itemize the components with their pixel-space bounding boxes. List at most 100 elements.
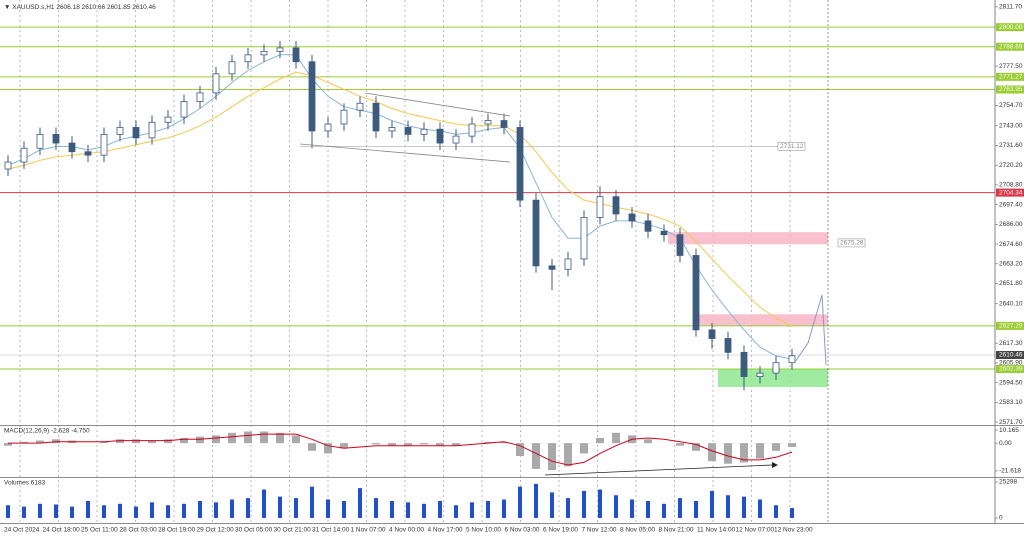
macd-bar: [196, 436, 204, 444]
macd-bar: [500, 441, 508, 444]
candle-body: [772, 362, 780, 374]
candle-body: [484, 120, 492, 125]
y-tick-label: 2594.50: [999, 379, 1023, 386]
level-label: 2627.29: [999, 323, 1023, 330]
level-tag: [996, 42, 1024, 51]
price-tag: [777, 142, 806, 151]
candle-body: [452, 135, 460, 144]
macd-bar: [404, 443, 412, 446]
macd-bar: [372, 443, 380, 445]
candle-body: [4, 161, 12, 170]
volume-bar: [534, 483, 538, 519]
divergence-line: [544, 464, 773, 476]
moving-average: [7, 71, 793, 327]
macd-bar: [100, 441, 108, 444]
level-label: 2771.27: [999, 74, 1023, 81]
candle-body: [756, 372, 764, 377]
volume-bar: [198, 500, 202, 519]
candle-body: [596, 196, 604, 218]
level-label: 2763.95: [999, 86, 1023, 93]
volume-bar: [694, 500, 698, 519]
candle-body: [148, 121, 156, 139]
macd-bar: [452, 443, 460, 446]
candle-body: [628, 213, 636, 222]
candle-body: [100, 134, 108, 156]
macd-bar: [596, 437, 604, 444]
wedge-line: [299, 143, 511, 163]
macd-bar: [484, 441, 492, 444]
x-tick-label: 30 Oct 21:00: [274, 527, 312, 534]
price-tag-label: 2675.28: [840, 240, 864, 247]
macd-bar: [436, 443, 444, 446]
volume-bar: [550, 492, 554, 519]
volume-bar: [486, 500, 490, 519]
macd-bar: [708, 443, 716, 462]
macd-bar: [36, 440, 44, 444]
volume-bar: [646, 500, 650, 519]
candle-body: [516, 127, 524, 201]
macd-bar: [276, 432, 284, 444]
level-tag: [996, 188, 1024, 197]
y-tick-label: 2617.30: [999, 340, 1023, 347]
level-tag: [996, 321, 1024, 330]
x-tick-label: 11 Nov 14:00: [697, 527, 736, 534]
level-tag: [996, 85, 1024, 94]
candle-body: [788, 355, 796, 364]
candle-body: [372, 102, 380, 132]
candle-body: [180, 101, 188, 118]
candle-body: [68, 142, 76, 153]
macd-bar: [212, 435, 220, 444]
x-tick-label: 12 Nov 07:00: [736, 527, 775, 534]
volume-bar: [214, 502, 218, 519]
volume-bar: [726, 495, 730, 519]
candle-body: [676, 234, 684, 256]
volume-bar: [406, 502, 410, 519]
volume-bar: [134, 506, 138, 519]
candle-body: [580, 217, 588, 260]
level-label: 2800.00: [999, 24, 1023, 31]
macd-bar: [740, 443, 748, 463]
volume-bar: [790, 508, 794, 519]
candle-body: [500, 120, 508, 128]
level-label: 2788.69: [999, 43, 1023, 50]
candle-body: [436, 128, 444, 144]
macd-bar: [260, 431, 268, 444]
y-tick-label: 2777.50: [999, 63, 1023, 70]
candle-body: [52, 134, 60, 144]
x-tick-label: 8 Nov 21:00: [659, 527, 694, 534]
x-tick-label: 7 Nov 12:00: [582, 527, 617, 534]
macd-bar: [164, 439, 172, 444]
volume-bar: [6, 505, 10, 519]
y-tick-label: 2605.90: [999, 360, 1023, 367]
close-value: 2610.46: [132, 4, 156, 11]
macd-bar: [308, 443, 316, 451]
volume-bar: [86, 500, 90, 519]
volume-bar: [518, 486, 522, 519]
macd-bar: [180, 437, 188, 444]
volume-bar: [470, 502, 474, 519]
volume-bar: [246, 498, 250, 519]
high-value: 2610.66: [82, 4, 106, 11]
candle-body: [116, 127, 124, 135]
macd-bar: [244, 431, 252, 444]
macd-bar: [564, 443, 572, 467]
volume-bar: [438, 500, 442, 519]
y-tick-label: 2731.60: [999, 142, 1023, 149]
candle-body: [36, 134, 44, 149]
candle-body: [244, 54, 252, 63]
candle-body: [212, 73, 220, 94]
candle-body: [612, 196, 620, 215]
volume-bar: [710, 490, 714, 519]
y-tick-label: 0: [999, 515, 1003, 522]
candle-body: [324, 123, 332, 132]
level-tag: [996, 72, 1024, 81]
volume-bar: [326, 499, 330, 519]
x-tick-label: 6 Nov 19:00: [543, 527, 578, 534]
macd-bar: [292, 435, 300, 444]
divergence-arrow: [772, 462, 778, 468]
y-tick-label: 2674.60: [999, 241, 1023, 248]
low-value: 2601.85: [107, 4, 131, 11]
level-tag: [996, 23, 1024, 32]
candle-body: [308, 61, 316, 132]
